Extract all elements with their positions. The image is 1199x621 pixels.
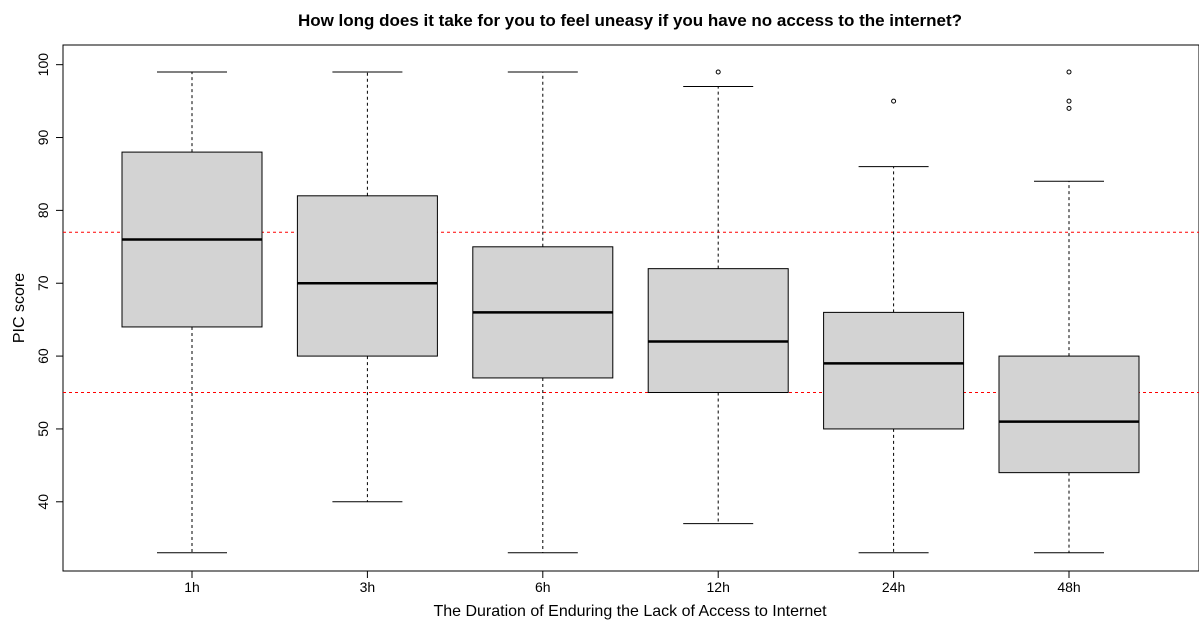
x-tick-label: 24h <box>882 579 905 595</box>
x-tick-label: 3h <box>360 579 376 595</box>
x-tick-label: 12h <box>707 579 730 595</box>
outlier-point <box>1066 69 1072 75</box>
outlier-point <box>891 98 897 104</box>
y-tick-label: 80 <box>35 202 51 218</box>
x-tick-label: 1h <box>184 579 200 595</box>
y-tick-label: 50 <box>35 421 51 437</box>
y-tick-label: 90 <box>35 130 51 146</box>
box-1h <box>121 71 263 554</box>
boxes <box>121 69 1140 554</box>
box-3h <box>296 71 438 503</box>
box-body <box>823 311 965 430</box>
y-tick-label: 70 <box>35 275 51 291</box>
y-tick-label: 100 <box>35 53 51 77</box>
box-body <box>998 355 1140 474</box>
box-48h <box>998 69 1140 554</box>
x-tick-label: 6h <box>535 579 551 595</box>
chart-title: How long does it take for you to feel un… <box>298 11 962 30</box>
y-tick-label: 60 <box>35 348 51 364</box>
y-axis-label: PIC score <box>11 273 28 343</box>
box-body <box>647 268 789 394</box>
box-24h <box>823 98 965 554</box>
box-6h <box>472 71 614 554</box>
y-tick-label: 40 <box>35 494 51 510</box>
x-tick-label: 48h <box>1057 579 1080 595</box>
y-axis: 40 50 60 70 80 90 100 <box>35 53 63 510</box>
outlier-point <box>1066 98 1072 104</box>
outlier-point <box>715 69 721 75</box>
x-axis-label: The Duration of Enduring the Lack of Acc… <box>433 603 827 620</box>
box-body <box>296 195 438 357</box>
box-12h <box>647 69 789 525</box>
plot-frame <box>62 44 1199 572</box>
x-axis: 1h 3h 6h 12h 24h 48h <box>184 571 1081 595</box>
outlier-point <box>1066 105 1072 111</box>
